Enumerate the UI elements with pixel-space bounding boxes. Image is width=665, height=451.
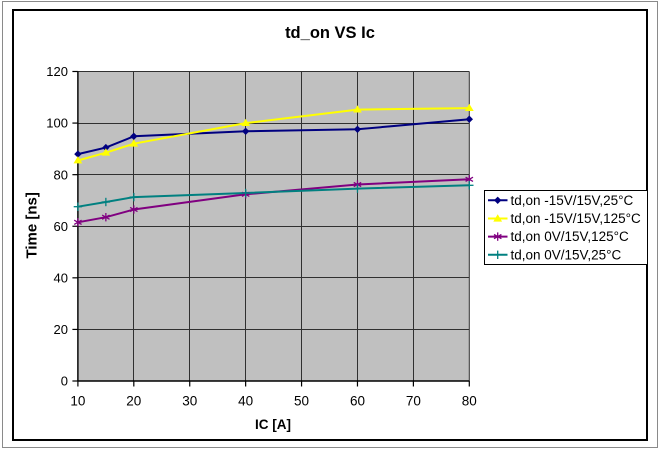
svg-text:40: 40 <box>54 270 68 285</box>
svg-text:30: 30 <box>182 394 197 409</box>
svg-text:td,on 0V/15V,25°C: td,on 0V/15V,25°C <box>511 247 622 262</box>
svg-text:Time [ns]: Time [ns] <box>24 192 41 258</box>
svg-text:td,on -15V/15V,25°C: td,on -15V/15V,25°C <box>511 193 634 208</box>
svg-text:40: 40 <box>238 394 253 409</box>
svg-text:20: 20 <box>126 394 141 409</box>
svg-text:100: 100 <box>46 116 68 131</box>
svg-text:70: 70 <box>406 394 421 409</box>
svg-text:50: 50 <box>294 394 309 409</box>
svg-text:td,on 0V/15V,125°C: td,on 0V/15V,125°C <box>511 229 629 244</box>
svg-text:0: 0 <box>61 374 68 389</box>
svg-text:80: 80 <box>54 167 68 182</box>
svg-text:120: 120 <box>46 64 68 79</box>
svg-text:td,on -15V/15V,125°C: td,on -15V/15V,125°C <box>511 211 641 226</box>
svg-text:td_on VS Ic: td_on VS Ic <box>285 24 375 42</box>
svg-text:80: 80 <box>462 394 477 409</box>
svg-text:60: 60 <box>54 219 68 234</box>
svg-text:60: 60 <box>350 394 365 409</box>
svg-text:IC [A]: IC [A] <box>255 417 291 432</box>
svg-text:10: 10 <box>70 394 85 409</box>
svg-text:20: 20 <box>54 322 68 337</box>
